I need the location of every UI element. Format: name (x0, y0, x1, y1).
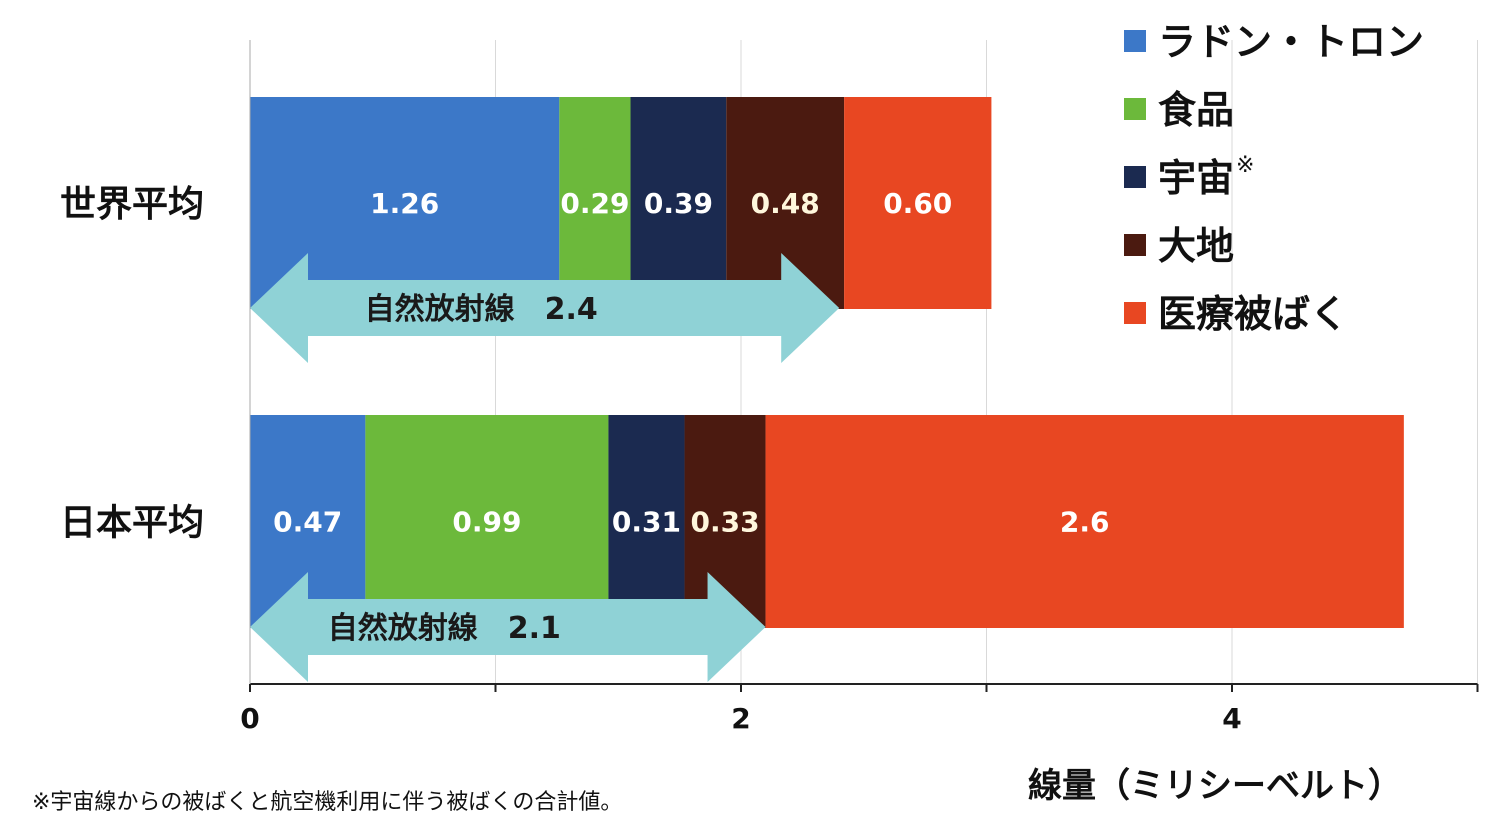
category-label: 日本平均 (60, 503, 204, 544)
legend-swatch (1124, 302, 1146, 324)
data-label: 0.29 (560, 187, 629, 220)
natural-radiation-arrows: 自然放射線 2.4 自然放射線 2.1 (250, 253, 840, 682)
x-tick-label: 4 (1222, 702, 1241, 735)
data-label: 0.60 (883, 187, 952, 220)
footnote: ※宇宙線からの被ばくと航空機利用に伴う被ばくの合計値。 (32, 790, 622, 815)
data-label: 0.48 (751, 187, 820, 220)
data-label: 0.99 (452, 506, 521, 539)
data-label: 0.31 (612, 506, 681, 539)
x-tick-label: 2 (731, 702, 750, 735)
bar-segment (365, 415, 609, 628)
legend-label: ラドン・トロン (1158, 20, 1424, 64)
bar-segment (844, 97, 992, 309)
bar-segment (630, 97, 727, 309)
x-axis: 0 2 4 (240, 40, 1479, 735)
annotation-label: 自然放射線 (365, 292, 515, 327)
double-arrow (250, 253, 840, 363)
bar-segment (559, 97, 631, 309)
legend-label: 大地 (1158, 224, 1234, 268)
bar-segment (765, 415, 1404, 628)
data-label: 1.26 (370, 187, 439, 220)
double-arrow (250, 572, 766, 682)
data-label: 2.6 (1060, 506, 1110, 539)
data-label: 0.39 (644, 187, 713, 220)
category-label: 世界平均 (60, 184, 204, 225)
data-label: 0.47 (273, 506, 342, 539)
legend-footnote-mark: ※ (1236, 153, 1254, 178)
legend-label: 医療被ばく (1158, 292, 1348, 336)
legend-label: 食品 (1158, 88, 1234, 132)
value-labels: 1.26 0.29 0.39 0.48 0.60 0.47 0.99 0.31 0.33 2.6 (273, 187, 1109, 539)
annotation-label: 自然放射線 (328, 611, 478, 646)
bar-segments (250, 97, 1404, 628)
legend-swatch (1124, 30, 1146, 52)
annotation-value: 2.1 (508, 611, 561, 646)
legend-label: 宇宙 (1158, 156, 1234, 200)
x-axis-title: 線量（ミリシーベルト） (1028, 766, 1402, 806)
data-label: 0.33 (690, 506, 759, 539)
annotation-value: 2.4 (545, 292, 598, 327)
bar-segment (608, 415, 685, 628)
legend-swatch (1124, 166, 1146, 188)
legend-swatch (1124, 98, 1146, 120)
x-tick-label: 0 (240, 702, 259, 735)
legend-swatch (1124, 234, 1146, 256)
